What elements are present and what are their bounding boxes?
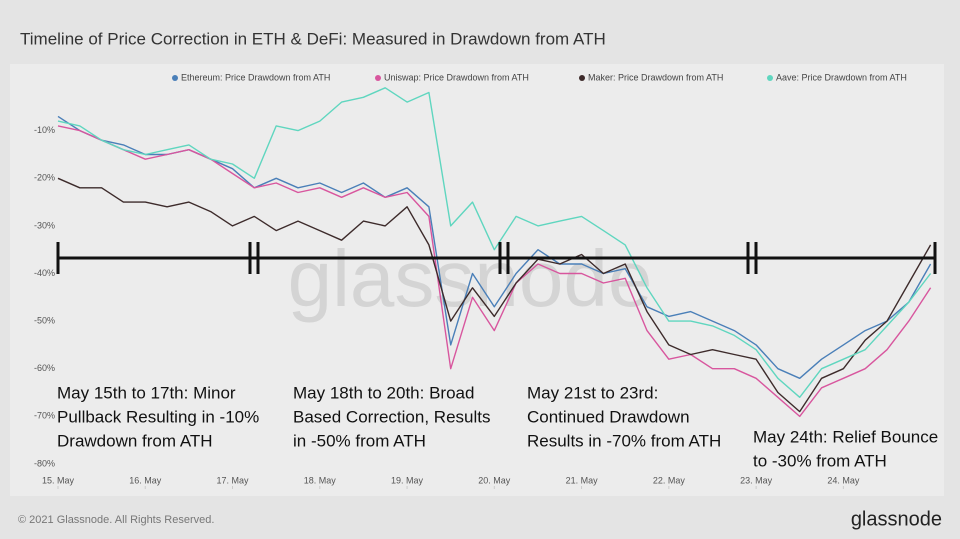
series-line xyxy=(57,125,932,418)
timeline xyxy=(56,242,937,274)
y-tick-label: -70% xyxy=(34,411,55,421)
y-tick-label: -30% xyxy=(34,220,55,230)
annotation: May 21st to 23rd: xyxy=(527,383,658,402)
x-tick-label: 15. May xyxy=(42,475,75,485)
x-tick-label: 16. May xyxy=(129,475,162,485)
legend-label: Aave: Price Drawdown from ATH xyxy=(776,72,907,82)
annotation: in -50% from ATH xyxy=(293,431,426,450)
annotation: Drawdown from ATH xyxy=(57,431,213,450)
footer: © 2021 Glassnode. All Rights Reserved. xyxy=(18,514,214,526)
y-tick-label: -80% xyxy=(34,458,55,468)
legend-marker xyxy=(767,75,773,81)
annotation: Continued Drawdown xyxy=(527,407,690,426)
x-tick-label: 18. May xyxy=(304,475,337,485)
x-tick-label: 19. May xyxy=(391,475,424,485)
legend-marker xyxy=(375,75,381,81)
x-tick-label: 24. May xyxy=(827,475,860,485)
annotation: May 18th to 20th: Broad xyxy=(293,383,474,402)
x-tick-label: 21. May xyxy=(566,475,599,485)
chart-title: Timeline of Price Correction in ETH & De… xyxy=(20,29,606,48)
brand: glassnode xyxy=(851,508,942,530)
legend-label: Maker: Price Drawdown from ATH xyxy=(588,72,723,82)
y-tick-label: -20% xyxy=(34,173,55,183)
legend-label: Ethereum: Price Drawdown from ATH xyxy=(181,72,330,82)
annotation: Pullback Resulting in -10% xyxy=(57,407,259,426)
y-tick-label: -50% xyxy=(34,315,55,325)
y-tick-label: -10% xyxy=(34,125,55,135)
legend-marker xyxy=(172,75,178,81)
annotation: May 24th: Relief Bounce xyxy=(753,427,938,446)
legend-label: Uniswap: Price Drawdown from ATH xyxy=(384,72,529,82)
x-tick-label: 23. May xyxy=(740,475,773,485)
y-tick-label: -60% xyxy=(34,363,55,373)
x-tick-label: 20. May xyxy=(478,475,511,485)
legend-marker xyxy=(579,75,585,81)
annotation: to -30% from ATH xyxy=(753,451,887,470)
series-line xyxy=(57,177,932,413)
annotation: Based Correction, Results xyxy=(293,407,490,426)
annotation: May 15th to 17th: Minor xyxy=(57,383,236,402)
y-tick-label: -40% xyxy=(34,268,55,278)
x-tick-label: 22. May xyxy=(653,475,686,485)
watermark: glassnode xyxy=(288,234,653,323)
x-tick-label: 17. May xyxy=(217,475,250,485)
series-line xyxy=(57,87,932,398)
annotation: Results in -70% from ATH xyxy=(527,431,721,450)
